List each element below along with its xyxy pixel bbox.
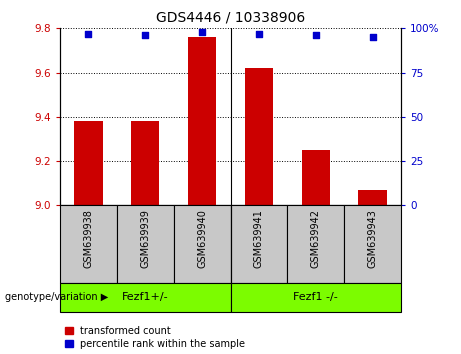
Bar <box>245 68 273 205</box>
Bar <box>287 205 344 283</box>
Title: GDS4446 / 10338906: GDS4446 / 10338906 <box>156 10 305 24</box>
Bar <box>131 121 160 205</box>
Text: genotype/variation ▶: genotype/variation ▶ <box>5 292 108 302</box>
Text: Fezf1 -/-: Fezf1 -/- <box>293 292 338 302</box>
Bar <box>230 283 401 312</box>
Text: Fezf1+/-: Fezf1+/- <box>122 292 169 302</box>
Bar <box>74 121 102 205</box>
Text: GSM639939: GSM639939 <box>140 209 150 268</box>
Text: GSM639938: GSM639938 <box>83 209 94 268</box>
Bar <box>188 37 216 205</box>
Point <box>312 33 319 38</box>
Point <box>369 34 376 40</box>
Text: GSM639940: GSM639940 <box>197 209 207 268</box>
Text: GSM639942: GSM639942 <box>311 209 321 268</box>
Bar <box>60 283 230 312</box>
Bar <box>230 205 287 283</box>
Point <box>255 31 263 36</box>
Text: GSM639941: GSM639941 <box>254 209 264 268</box>
Point <box>85 31 92 36</box>
Point <box>142 33 149 38</box>
Bar <box>60 205 117 283</box>
Text: GSM639943: GSM639943 <box>367 209 378 268</box>
Point <box>198 29 206 35</box>
Bar <box>117 205 174 283</box>
Bar <box>358 190 387 205</box>
Bar <box>344 205 401 283</box>
Bar <box>174 205 230 283</box>
Legend: transformed count, percentile rank within the sample: transformed count, percentile rank withi… <box>65 326 245 349</box>
Bar <box>301 150 330 205</box>
